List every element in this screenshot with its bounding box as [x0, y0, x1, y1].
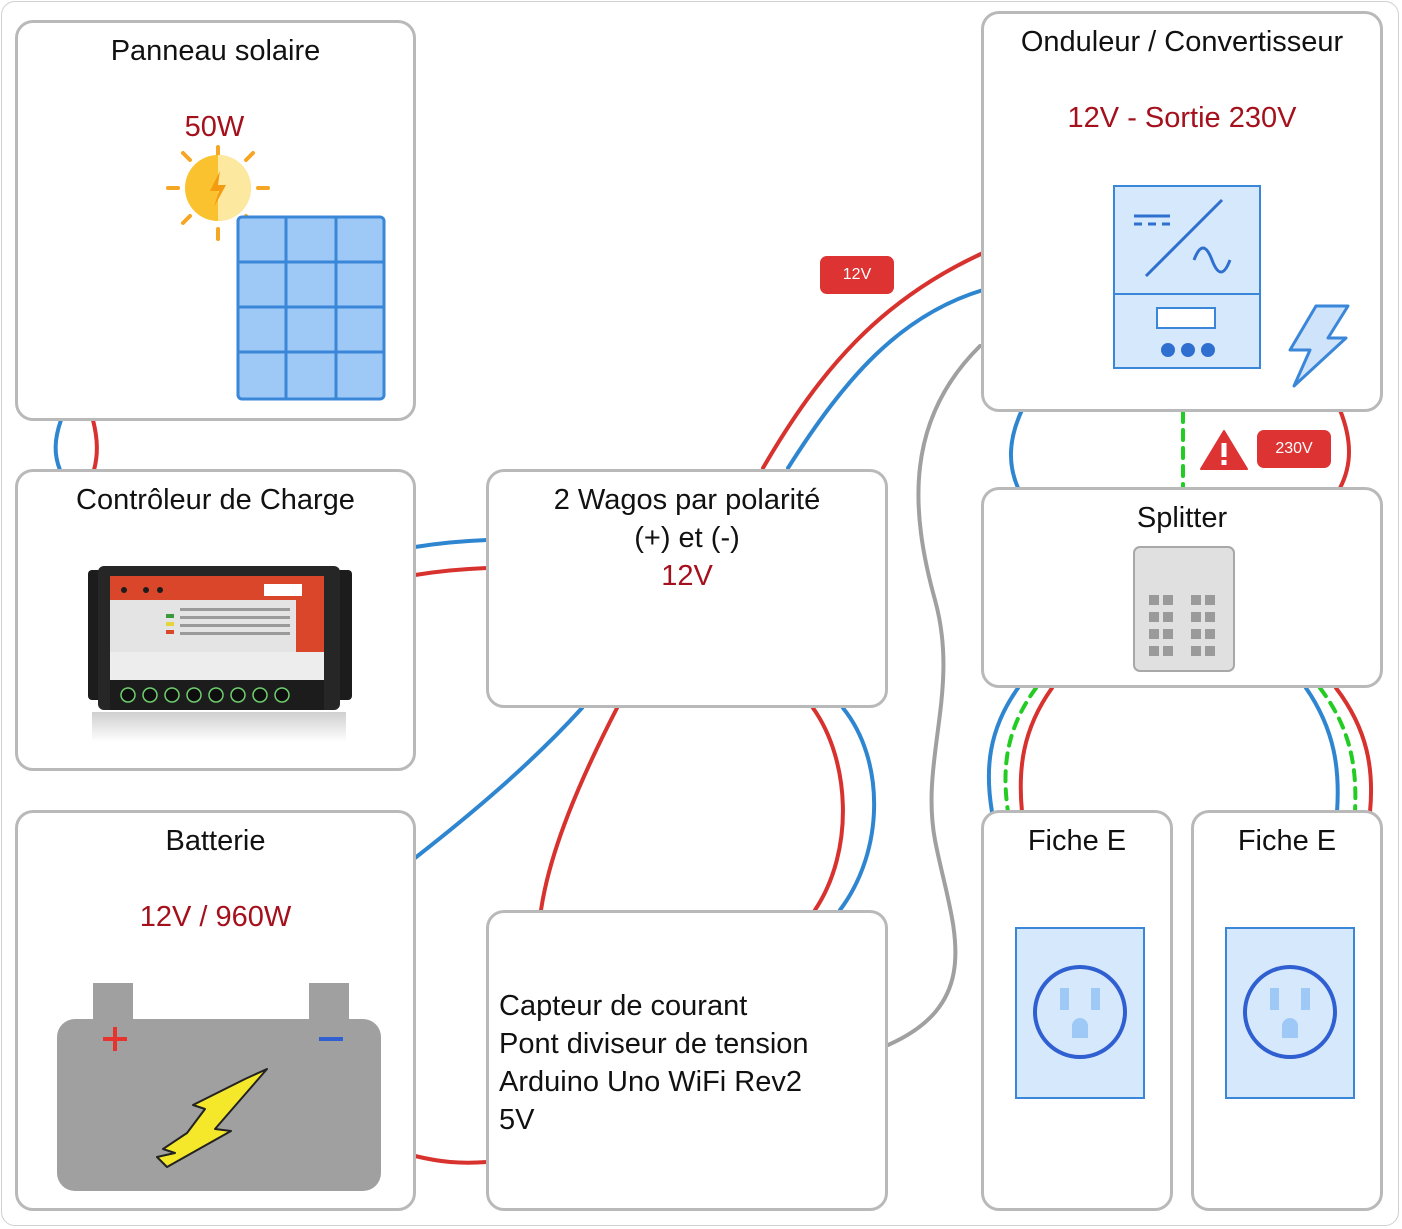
sensor-node[interactable]: Capteur de courant Pont diviseur de tens… — [486, 910, 888, 1211]
outlet-right-title: Fiche E — [1237, 825, 1337, 857]
battery-node[interactable]: Batterie 12V / 960W — [15, 810, 416, 1211]
wire-outlet-right-negative — [1304, 686, 1340, 814]
wire-splitter-negative — [1009, 408, 1024, 490]
wire-outlet-left-earth — [1003, 686, 1038, 814]
wire-outlet-right-positive — [1334, 686, 1374, 814]
wago-title-line2: (+) et (-) — [634, 522, 740, 554]
charge-controller-photo — [88, 566, 352, 742]
battery-capacity: 12V / 960W — [139, 901, 292, 933]
solar-panel-power: 50W — [184, 111, 245, 143]
sensor-line-voltage: 5V — [499, 1104, 535, 1136]
wire-controller-positive — [413, 566, 489, 577]
wire-signal — [886, 344, 982, 1047]
outlet-right-node[interactable]: Fiche E — [1191, 810, 1383, 1211]
splitter-node[interactable]: Splitter — [981, 487, 1383, 688]
inverter-output: 12V - Sortie 230V — [1067, 102, 1297, 134]
inverter-icon — [1113, 185, 1261, 369]
wago-connectors-node[interactable]: 2 Wagos par polarité (+) et (-) 12V — [486, 469, 888, 708]
wago-title-line1: 2 Wagos par polarité — [553, 484, 821, 516]
splitter-icon — [1133, 546, 1235, 672]
wire-sensor-positive-right — [811, 706, 845, 912]
sensor-line-arduino: Arduino Uno WiFi Rev2 — [499, 1066, 802, 1098]
solar-panel-icon — [236, 215, 386, 401]
solar-panel-node[interactable]: Panneau solaire 50W — [15, 20, 416, 421]
wire-battery-positive — [413, 1154, 489, 1165]
voltage-badge-12v: 12V — [820, 256, 894, 294]
voltage-badge-230v: 230V — [1257, 430, 1331, 468]
wire-splitter-positive — [1338, 408, 1351, 490]
wire-sensor-positive-left — [539, 706, 619, 912]
sun-icon — [166, 145, 270, 241]
sensor-line-current-sensor: Capteur de courant — [499, 990, 748, 1022]
wire-controller-negative — [413, 538, 489, 549]
inverter-node[interactable]: Onduleur / Convertisseur 12V - Sortie 23… — [981, 11, 1383, 412]
wire-solar-positive — [91, 418, 99, 472]
lightning-icon — [1288, 304, 1350, 388]
sensor-line-voltage-divider: Pont diviseur de tension — [499, 1028, 809, 1060]
outlet-left-node[interactable]: Fiche E — [981, 810, 1173, 1211]
splitter-title: Splitter — [1136, 502, 1228, 534]
wire-inverter-positive — [761, 251, 985, 470]
charge-controller-title: Contrôleur de Charge — [76, 484, 355, 516]
wire-outlet-left-negative — [986, 686, 1020, 814]
battery-title: Batterie — [165, 825, 266, 857]
battery-icon — [57, 983, 381, 1191]
wire-solar-negative — [53, 418, 63, 472]
wire-inverter-negative — [786, 288, 985, 470]
warning-icon — [1200, 430, 1248, 470]
solar-panel-title: Panneau solaire — [110, 35, 321, 67]
charge-controller-node[interactable]: Contrôleur de Charge — [15, 469, 416, 771]
wire-sensor-negative — [838, 706, 877, 912]
wire-battery-negative — [413, 706, 584, 860]
inverter-title: Onduleur / Convertisseur — [1020, 26, 1344, 58]
power-outlet-icon — [1225, 927, 1355, 1099]
power-outlet-icon — [1015, 927, 1145, 1099]
wire-outlet-right-earth — [1318, 686, 1358, 814]
wago-voltage: 12V — [661, 560, 713, 592]
outlet-left-title: Fiche E — [1027, 825, 1127, 857]
wire-outlet-left-positive — [1018, 686, 1054, 814]
